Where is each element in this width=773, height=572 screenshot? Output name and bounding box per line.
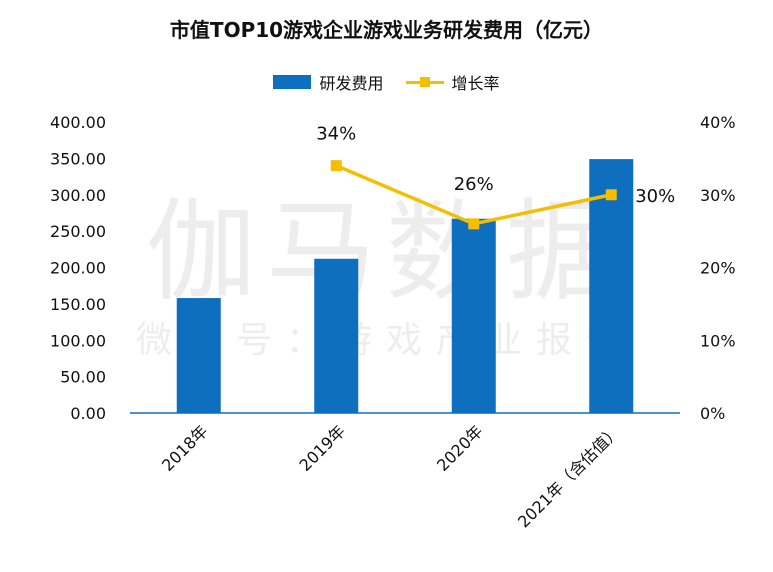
y-right-tick-label: 30%	[700, 186, 736, 205]
x-tick-label: 2018年	[158, 421, 212, 475]
y-left-tick-label: 100.00	[50, 331, 106, 350]
legend-item-bar: 研发费用	[273, 70, 384, 94]
growth-point	[605, 189, 617, 201]
legend-bar-label: 研发费用	[319, 74, 384, 93]
bar	[589, 159, 634, 413]
y-left-tick-label: 250.00	[50, 222, 106, 241]
y-left-tick-label: 300.00	[50, 186, 106, 205]
y-right-tick-label: 20%	[700, 259, 736, 278]
growth-data-label: 30%	[635, 186, 675, 207]
growth-data-label: 34%	[316, 124, 356, 145]
y-right-tick-label: 40%	[700, 113, 736, 132]
y-left-tick-label: 400.00	[50, 113, 106, 132]
x-tick-label: 2021年（含估值）	[514, 421, 624, 531]
legend-item-line: 增长率	[405, 70, 500, 94]
growth-point	[468, 218, 480, 230]
x-tick-label: 2020年	[433, 421, 487, 475]
y-right-tick-label: 10%	[700, 331, 736, 350]
y-left-tick-label: 50.00	[60, 368, 106, 387]
bar	[451, 218, 496, 413]
legend: 研发费用 增长率	[0, 70, 773, 94]
y-left-tick-label: 200.00	[50, 259, 106, 278]
legend-bar-swatch	[273, 75, 312, 89]
y-left-tick-label: 0.00	[70, 404, 106, 423]
x-tick-label: 2019年	[296, 421, 350, 475]
y-left-tick-label: 150.00	[50, 295, 106, 314]
y-right-tick-label: 0%	[700, 404, 725, 423]
y-left-tick-label: 350.00	[50, 149, 106, 168]
growth-point	[330, 160, 342, 172]
legend-line-swatch	[405, 75, 444, 89]
bar	[314, 258, 359, 413]
bar	[176, 298, 221, 413]
growth-data-label: 26%	[454, 174, 494, 195]
chart-title: 市值TOP10游戏企业游戏业务研发费用（亿元）	[169, 18, 604, 42]
legend-line-label: 增长率	[451, 74, 500, 93]
